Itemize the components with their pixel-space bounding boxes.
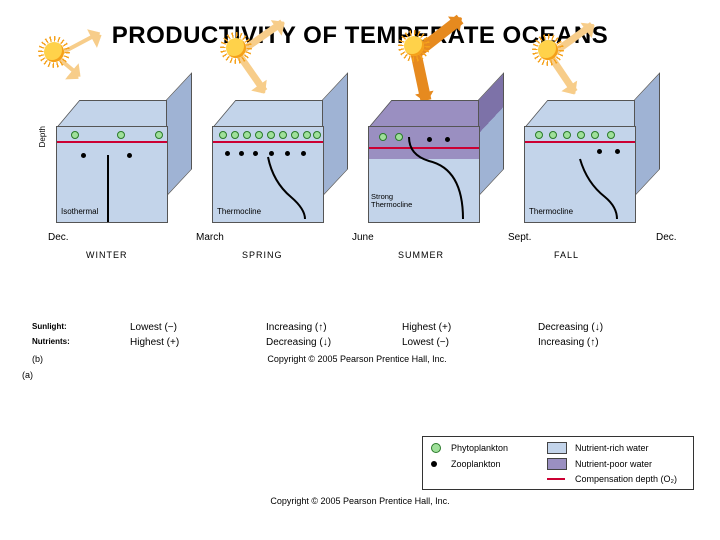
nutrient-poor-swatch	[547, 458, 567, 470]
zoo-icon	[127, 153, 132, 158]
footer-table: Sunlight: Lowest (−)Increasing (↑)Highes…	[32, 322, 682, 364]
legend-np: Nutrient-poor water	[575, 459, 685, 469]
cube-front: StrongThermocline	[368, 126, 480, 223]
cube-side	[634, 72, 660, 197]
depth-axis-label: Depth	[38, 126, 47, 147]
month-label: March	[196, 232, 224, 243]
isothermal-line	[107, 155, 109, 222]
phyto-icon	[431, 443, 441, 453]
copyright-1: Copyright © 2005 Pearson Prentice Hall, …	[32, 354, 682, 364]
strong-label: StrongThermocline	[371, 193, 412, 208]
sun-icon	[538, 40, 558, 60]
phyto-icon	[71, 131, 79, 139]
page-title: PRODUCTIVITY OF TEMPERATE OCEANS	[0, 0, 720, 50]
season-label: WINTER	[86, 250, 128, 260]
cube-side	[166, 72, 192, 197]
season-block-winter: .ray[style*='#f7cd8a']::after{border-lef…	[56, 100, 186, 250]
cube-front: Thermocline	[212, 126, 324, 223]
season-label: SPRING	[242, 250, 283, 260]
legend-zoo: Zooplankton	[451, 459, 541, 469]
sun-icon	[44, 42, 64, 62]
comp-line-swatch	[547, 478, 565, 480]
block-label: Thermocline	[217, 207, 261, 216]
sun-icon	[226, 38, 246, 58]
season-block-summer: .ray[style*='#e68a1f']::after{border-lef…	[368, 100, 498, 250]
sunlight-label: Sunlight:	[32, 322, 130, 333]
nutrient-rich-swatch	[547, 442, 567, 454]
compensation-line	[57, 141, 167, 143]
season-block-spring: .ray[style*='#f7cd8a']::after{border-lef…	[212, 100, 342, 250]
legend-nr: Nutrient-rich water	[575, 443, 685, 453]
month-label: Sept.	[508, 232, 531, 243]
cube-front: Isothermal	[56, 126, 168, 223]
block-label: Isothermal	[61, 207, 98, 216]
cube-front: Thermocline	[524, 126, 636, 223]
panel-a: (a)	[22, 370, 33, 380]
phyto-icon	[117, 131, 125, 139]
month-label: Dec.	[656, 232, 677, 243]
legend-box: Phytoplankton Nutrient-rich water Zoopla…	[422, 436, 694, 490]
cube-side	[322, 72, 348, 197]
zoo-icon	[81, 153, 86, 158]
sun-icon	[404, 36, 424, 56]
block-label: Thermocline	[529, 207, 573, 216]
phyto-icon	[155, 131, 163, 139]
season-label: SUMMER	[398, 250, 444, 260]
season-block-fall: .ray[style*='#f7cd8a']::after{border-lef…	[524, 100, 654, 250]
month-label: June	[352, 232, 374, 243]
nutrients-label: Nutrients:	[32, 337, 130, 348]
zoo-icon	[431, 461, 437, 467]
season-label: FALL	[554, 250, 579, 260]
cube-side	[478, 72, 504, 197]
month-label: Dec.	[48, 232, 69, 243]
legend-phyto: Phytoplankton	[451, 443, 541, 453]
legend-comp: Compensation depth (O₂)	[575, 474, 685, 484]
diagram-stage: Depth (a) .ray[style*='#f7cd8a']::after{…	[56, 100, 680, 300]
panel-b: (b)	[32, 354, 43, 364]
copyright-2: Copyright © 2005 Pearson Prentice Hall, …	[0, 496, 720, 506]
